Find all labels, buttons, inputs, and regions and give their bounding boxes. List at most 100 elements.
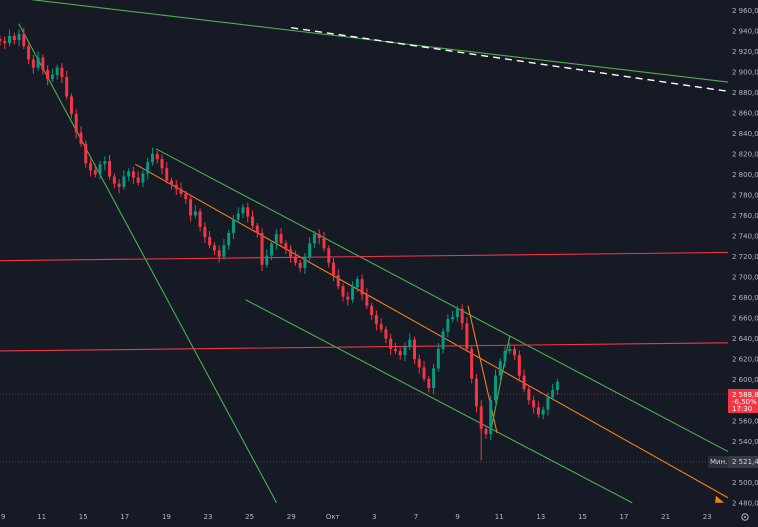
candle	[41, 54, 45, 75]
y-tick-label: 2 920,00	[732, 48, 758, 56]
candle	[374, 310, 378, 331]
candle	[141, 170, 145, 188]
y-tick-label: 2 840,00	[732, 130, 758, 138]
candle	[417, 354, 421, 374]
candle	[460, 304, 464, 330]
candle	[193, 205, 197, 219]
candles	[0, 27, 559, 461]
y-tick-label: 2 600,00	[732, 376, 758, 384]
y-tick-label: 2 560,00	[732, 417, 758, 425]
candle	[217, 245, 221, 263]
x-tick-label: 3	[372, 513, 376, 521]
y-tick-label: 2 660,00	[732, 315, 758, 323]
candle	[93, 164, 97, 178]
candle	[446, 314, 450, 338]
channel-median-line[interactable]	[134, 163, 729, 499]
x-tick-label: 29	[287, 513, 296, 521]
candle	[222, 239, 226, 260]
y-tick-label: 2 740,00	[732, 233, 758, 241]
candle	[155, 150, 159, 164]
candle	[532, 395, 536, 414]
y-tick-label: 2 960,00	[732, 7, 758, 15]
gear-icon[interactable]	[741, 513, 749, 521]
candle	[174, 180, 178, 195]
x-tick-label: 25	[245, 513, 254, 521]
resistance-upper-line[interactable]	[0, 251, 729, 262]
candle	[22, 27, 26, 50]
y-axis[interactable]: 2 960,00 2 940,00 2 920,00 2 900,00 2 880,00…	[732, 7, 758, 508]
candle	[427, 375, 431, 393]
y-tick-label: 2 880,00	[732, 89, 758, 97]
candle	[65, 70, 69, 100]
candle	[393, 342, 397, 355]
x-tick-label: 15	[578, 513, 587, 521]
candle	[298, 259, 302, 273]
candle	[212, 242, 216, 256]
x-tick-label: 19	[162, 513, 171, 521]
y-tick-label: 2 700,00	[732, 274, 758, 282]
min-price-caption: Мин.	[710, 458, 727, 466]
candle	[322, 231, 326, 252]
candle	[265, 249, 269, 268]
candle	[346, 291, 350, 306]
resistance-lower-line[interactable]	[0, 342, 729, 352]
candle	[260, 228, 264, 271]
candle	[384, 326, 388, 344]
y-tick-label: 2 800,00	[732, 171, 758, 179]
candle	[198, 208, 202, 232]
min-price-tag: Мин. 2 521,43	[708, 456, 758, 468]
candle	[60, 63, 64, 84]
x-tick-label: 23	[703, 513, 712, 521]
candle	[355, 276, 359, 292]
fall-segment-line[interactable]	[467, 305, 498, 434]
steep-trend-line[interactable]	[18, 23, 278, 504]
x-tick-label: 9	[455, 513, 459, 521]
candle	[270, 240, 274, 261]
y-tick-label: 2 860,00	[732, 109, 758, 117]
candle	[160, 154, 164, 175]
candle	[98, 161, 102, 180]
candle	[465, 317, 469, 353]
candle	[284, 240, 288, 254]
y-tick-label: 2 540,00	[732, 438, 758, 446]
current-price-change: -6,50%	[732, 398, 757, 406]
x-tick-label: 23	[204, 513, 213, 521]
candle	[432, 363, 436, 395]
candle	[150, 147, 154, 166]
candle	[494, 369, 498, 404]
candle	[12, 32, 16, 45]
channel-lower-line[interactable]	[245, 299, 633, 504]
candle	[413, 336, 417, 364]
rise-segment-line[interactable]	[490, 336, 511, 432]
candle	[422, 361, 426, 382]
y-tick-label: 2 620,00	[732, 356, 758, 364]
candle	[179, 182, 183, 198]
x-tick-label: 21	[661, 513, 670, 521]
candle	[241, 204, 245, 219]
drawing-lines[interactable]	[0, 0, 729, 504]
candle	[170, 177, 174, 190]
candle	[8, 29, 12, 47]
candle	[503, 346, 507, 368]
x-axis[interactable]: 9 11 15 17 19 23 25 29 Окт 3 7 9 11 13 15 17 21 23	[1, 513, 712, 521]
candle	[408, 333, 412, 350]
channel-upper-line[interactable]	[155, 148, 729, 453]
candle	[317, 229, 321, 245]
candle	[27, 43, 31, 65]
candle	[351, 281, 355, 303]
candle	[360, 274, 364, 301]
outer-trend-projection-line[interactable]	[291, 27, 729, 93]
candle	[498, 358, 502, 381]
candle	[108, 154, 112, 180]
min-price-value: 2 521,43	[732, 458, 758, 466]
y-tick-label: 2 680,00	[732, 294, 758, 302]
y-tick-label: 2 940,00	[732, 27, 758, 35]
x-tick-label: 13	[536, 513, 545, 521]
x-tick-label: 11	[37, 513, 46, 521]
candle	[403, 342, 407, 362]
candle	[436, 342, 440, 372]
outer-trend-line[interactable]	[0, 0, 729, 83]
candle	[370, 302, 374, 320]
candle	[84, 140, 88, 168]
